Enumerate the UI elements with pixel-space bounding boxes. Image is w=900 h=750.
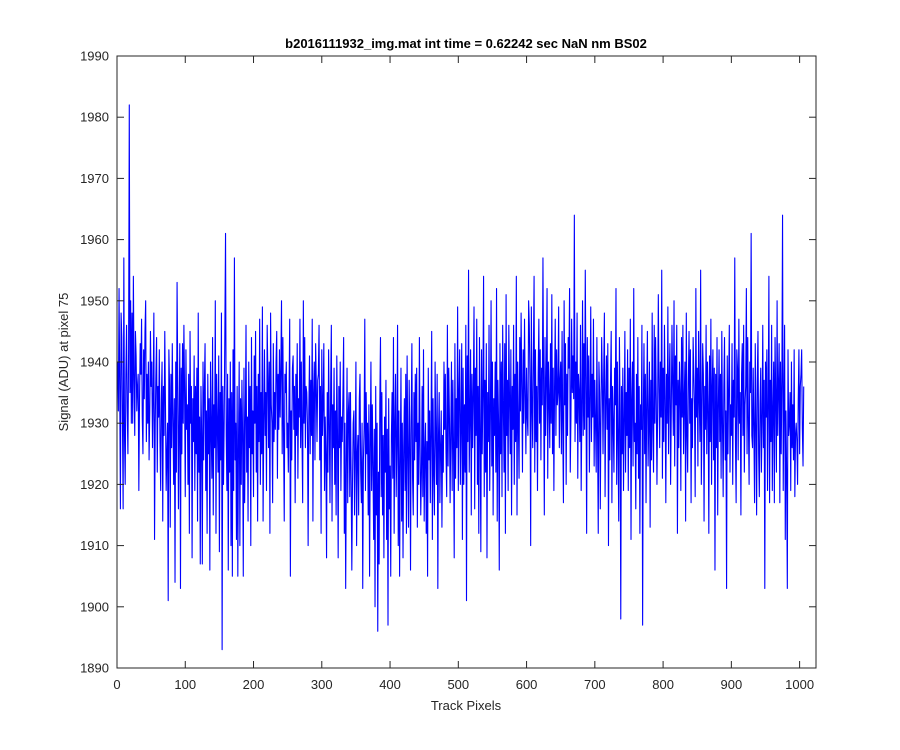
x-tick-label: 300 — [311, 677, 333, 692]
x-tick-label: 1000 — [785, 677, 814, 692]
y-tick-label: 1940 — [80, 355, 109, 370]
y-tick-label: 1900 — [80, 599, 109, 614]
y-tick-label: 1890 — [80, 661, 109, 676]
x-tick-label: 100 — [174, 677, 196, 692]
x-tick-label: 0 — [113, 677, 120, 692]
series-line — [117, 104, 805, 651]
x-axis: 0 100 200 300 400 500 600 700 800 900 1000 — [113, 56, 814, 692]
y-tick-label: 1970 — [80, 171, 109, 186]
y-tick-label: 1910 — [80, 538, 109, 553]
y-axis: 1890 1900 1910 1920 1930 1940 1950 1960 1970 1980… — [80, 49, 816, 676]
y-tick-label: 1960 — [80, 232, 109, 247]
x-tick-label: 800 — [652, 677, 674, 692]
x-tick-label: 900 — [721, 677, 743, 692]
series-layer — [117, 104, 805, 651]
y-tick-label: 1920 — [80, 477, 109, 492]
chart-title: b2016111932_img.mat int time = 0.62242 s… — [285, 36, 647, 51]
x-tick-label: 200 — [243, 677, 265, 692]
y-tick-label: 1930 — [80, 416, 109, 431]
y-axis-label: Signal (ADU) at pixel 75 — [56, 293, 71, 432]
y-tick-label: 1990 — [80, 49, 109, 64]
y-tick-label: 1980 — [80, 110, 109, 125]
x-tick-label: 400 — [379, 677, 401, 692]
y-tick-label: 1950 — [80, 293, 109, 308]
x-tick-label: 700 — [584, 677, 606, 692]
x-axis-label: Track Pixels — [431, 698, 502, 713]
x-tick-label: 500 — [447, 677, 469, 692]
x-tick-label: 600 — [516, 677, 538, 692]
